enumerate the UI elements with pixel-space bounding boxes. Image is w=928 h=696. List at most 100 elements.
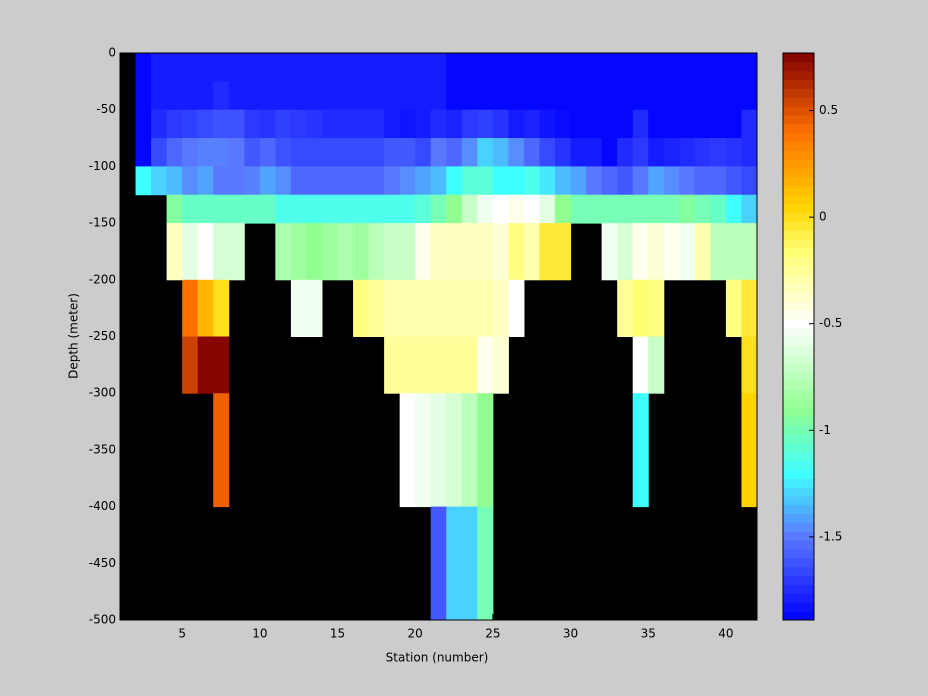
heatmap-cell: [182, 138, 199, 167]
colorbar-band: [783, 274, 814, 284]
heatmap-cell: [679, 53, 696, 82]
y-tick-label: -350: [89, 442, 116, 456]
heatmap-cell: [523, 138, 540, 167]
heatmap-cell: [415, 223, 432, 281]
colorbar-band: [783, 549, 814, 559]
heatmap-cell: [259, 53, 276, 82]
heatmap-cell: [570, 81, 587, 111]
heatmap-cell: [617, 53, 634, 82]
heatmap-cell: [648, 194, 665, 224]
heatmap-cell: [244, 81, 261, 111]
heatmap-cell: [368, 194, 385, 224]
heatmap-cell: [539, 166, 556, 196]
colorbar-band: [783, 177, 814, 187]
heatmap-cell: [290, 109, 307, 139]
heatmap-cell: [290, 166, 307, 196]
heatmap-cell: [151, 166, 168, 196]
heatmap-cell: [741, 53, 758, 82]
heatmap-cell: [213, 279, 230, 337]
heatmap-cell: [648, 109, 665, 139]
heatmap-cell: [337, 194, 354, 224]
heatmap-cell: [430, 336, 447, 394]
colorbar-frame: [782, 52, 815, 621]
heatmap-cell: [477, 336, 494, 394]
heatmap-cell: [368, 166, 385, 196]
heatmap-cell: [244, 109, 261, 139]
heatmap-cell: [632, 109, 649, 139]
heatmap-cell: [337, 138, 354, 167]
colorbar-band: [783, 256, 814, 267]
heatmap-cell: [213, 81, 230, 111]
heatmap-cell: [399, 393, 416, 508]
heatmap-cell: [321, 166, 339, 196]
heatmap-cell: [523, 166, 540, 196]
heatmap-cell: [290, 223, 307, 281]
heatmap-cell: [259, 138, 276, 167]
heatmap-cell: [741, 336, 758, 394]
heatmap-cell: [399, 166, 416, 196]
heatmap-cell: [570, 166, 587, 196]
colorbar-band: [783, 70, 814, 81]
heatmap-cell: [384, 194, 401, 224]
heatmap-cell: [151, 53, 168, 82]
heatmap-cell: [321, 81, 339, 111]
colorbar-band: [783, 61, 814, 72]
heatmap-cell: [213, 166, 230, 196]
heatmap-cell: [353, 53, 370, 82]
heatmap-cell: [197, 81, 214, 111]
heatmap-cell: [679, 194, 696, 224]
heatmap-cell: [399, 53, 416, 82]
heatmap-cell: [741, 109, 758, 139]
heatmap-cell: [399, 223, 416, 281]
heatmap-cell: [321, 223, 339, 281]
heatmap-cell: [353, 279, 370, 337]
colorbar-band: [783, 159, 814, 169]
x-tick-label: 10: [252, 627, 267, 641]
heatmap-cell: [430, 279, 447, 337]
heatmap-cell: [555, 194, 572, 224]
heatmap-cell: [353, 109, 370, 139]
colorbar-band: [783, 123, 814, 134]
heatmap-cell: [492, 223, 509, 281]
heatmap-cell: [508, 279, 525, 337]
heatmap-cell: [632, 393, 649, 508]
colorbar-band: [783, 389, 814, 400]
heatmap-cell: [213, 109, 230, 139]
colorbar-tick-label: 0: [819, 210, 827, 224]
y-tick-label: -100: [89, 159, 116, 173]
colorbar-band: [783, 283, 814, 293]
heatmap-cell: [492, 336, 509, 394]
heatmap-cell: [601, 194, 618, 224]
heatmap-cell: [415, 138, 432, 167]
heatmap-cell: [446, 109, 463, 139]
x-tick-label: 5: [178, 627, 186, 641]
heatmap-cell: [182, 81, 199, 111]
heatmap-cell: [368, 109, 385, 139]
heatmap-cell: [135, 138, 152, 167]
colorbar-band: [783, 194, 814, 205]
colorbar-band: [783, 557, 814, 568]
x-tick-label: 35: [641, 627, 656, 641]
heatmap-cell: [617, 81, 634, 111]
heatmap-cell: [725, 53, 742, 82]
heatmap-cell: [555, 223, 572, 281]
colorbar-band: [783, 487, 814, 497]
heatmap-cell: [430, 138, 447, 167]
heatmap-cell: [446, 53, 463, 82]
heatmap-cell: [290, 53, 307, 82]
heatmap-cell: [461, 393, 478, 508]
x-tick-label: 25: [485, 627, 500, 641]
heatmap-cell: [663, 223, 680, 281]
heatmap-cell: [290, 81, 307, 111]
colorbar-band: [783, 79, 814, 89]
heatmap-cell: [182, 166, 199, 196]
heatmap-cell: [197, 223, 214, 281]
heatmap-cell: [741, 279, 758, 337]
colorbar-band: [783, 380, 814, 391]
heatmap-cell: [446, 166, 463, 196]
heatmap-cell: [710, 53, 727, 82]
heatmap-cell: [725, 166, 742, 196]
heatmap-cell: [492, 279, 509, 337]
heatmap-cell: [694, 223, 711, 281]
